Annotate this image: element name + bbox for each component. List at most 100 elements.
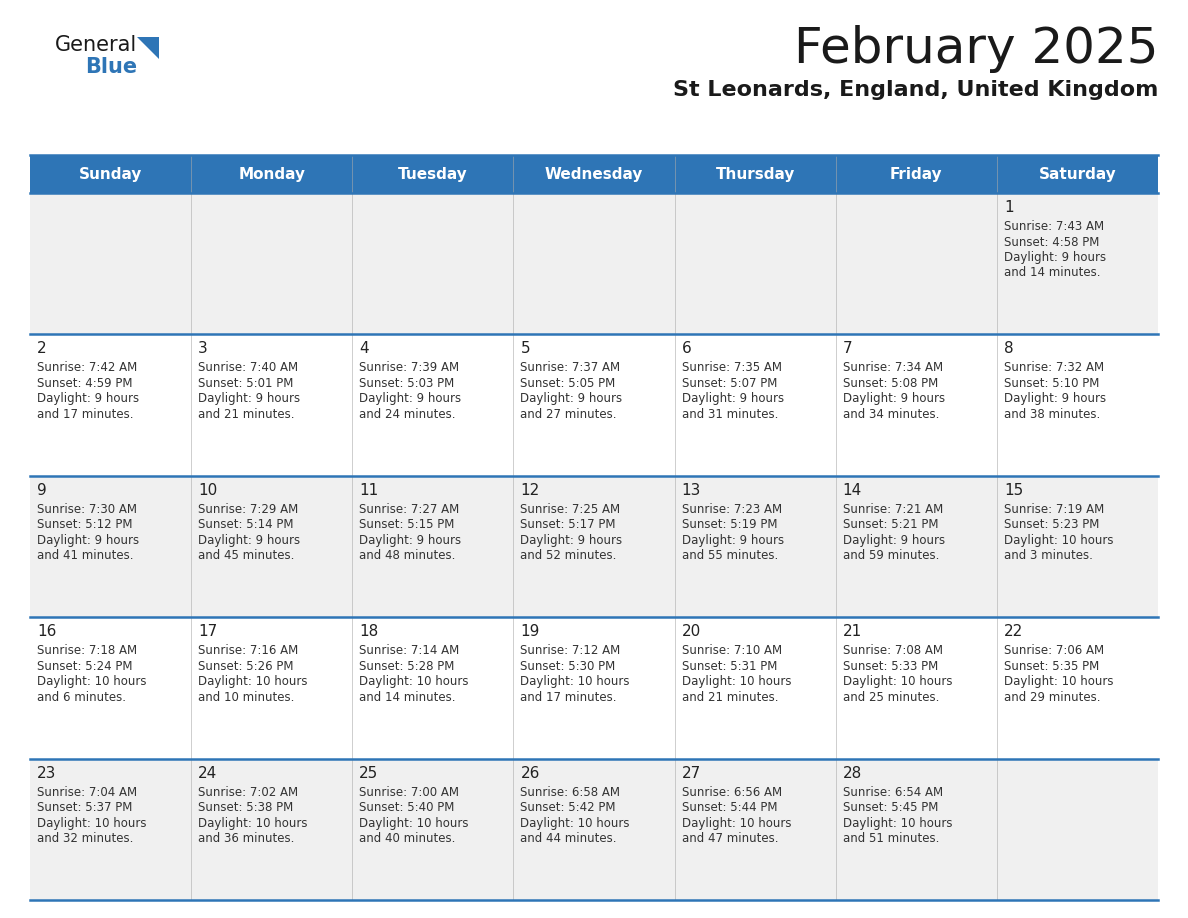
- Text: 12: 12: [520, 483, 539, 498]
- Text: Sunrise: 7:30 AM: Sunrise: 7:30 AM: [37, 503, 137, 516]
- Text: Sunrise: 7:19 AM: Sunrise: 7:19 AM: [1004, 503, 1104, 516]
- Text: Sunset: 5:21 PM: Sunset: 5:21 PM: [842, 519, 939, 532]
- Text: Sunset: 5:14 PM: Sunset: 5:14 PM: [198, 519, 293, 532]
- Text: 20: 20: [682, 624, 701, 639]
- Text: 11: 11: [359, 483, 379, 498]
- Bar: [30, 155, 1158, 193]
- Text: Sunset: 5:07 PM: Sunset: 5:07 PM: [682, 377, 777, 390]
- Text: Daylight: 10 hours: Daylight: 10 hours: [682, 817, 791, 830]
- Text: Sunrise: 7:18 AM: Sunrise: 7:18 AM: [37, 644, 137, 657]
- Text: and 14 minutes.: and 14 minutes.: [1004, 266, 1100, 279]
- Text: Daylight: 9 hours: Daylight: 9 hours: [198, 392, 301, 406]
- Text: Sunrise: 7:04 AM: Sunrise: 7:04 AM: [37, 786, 137, 799]
- Text: Sunrise: 7:00 AM: Sunrise: 7:00 AM: [359, 786, 460, 799]
- Text: Sunset: 5:08 PM: Sunset: 5:08 PM: [842, 377, 939, 390]
- Text: Sunrise: 7:16 AM: Sunrise: 7:16 AM: [198, 644, 298, 657]
- Text: 15: 15: [1004, 483, 1023, 498]
- Text: Daylight: 10 hours: Daylight: 10 hours: [842, 676, 953, 688]
- Text: Sunday: Sunday: [78, 166, 143, 182]
- Text: Sunrise: 7:21 AM: Sunrise: 7:21 AM: [842, 503, 943, 516]
- Text: Sunset: 5:23 PM: Sunset: 5:23 PM: [1004, 519, 1099, 532]
- Text: 24: 24: [198, 766, 217, 780]
- Text: and 45 minutes.: and 45 minutes.: [198, 549, 295, 563]
- Text: and 21 minutes.: and 21 minutes.: [198, 408, 295, 420]
- Text: Sunset: 5:33 PM: Sunset: 5:33 PM: [842, 660, 939, 673]
- Text: Friday: Friday: [890, 166, 942, 182]
- Text: and 29 minutes.: and 29 minutes.: [1004, 690, 1100, 704]
- Text: Sunset: 5:28 PM: Sunset: 5:28 PM: [359, 660, 455, 673]
- Text: and 34 minutes.: and 34 minutes.: [842, 408, 939, 420]
- Text: Daylight: 9 hours: Daylight: 9 hours: [37, 533, 139, 547]
- Text: Sunrise: 7:40 AM: Sunrise: 7:40 AM: [198, 362, 298, 375]
- Text: and 17 minutes.: and 17 minutes.: [520, 690, 617, 704]
- Bar: [30, 476, 1158, 617]
- Text: Sunrise: 6:54 AM: Sunrise: 6:54 AM: [842, 786, 943, 799]
- Text: 28: 28: [842, 766, 862, 780]
- Text: Daylight: 9 hours: Daylight: 9 hours: [520, 392, 623, 406]
- Text: and 31 minutes.: and 31 minutes.: [682, 408, 778, 420]
- Text: 27: 27: [682, 766, 701, 780]
- Text: Daylight: 10 hours: Daylight: 10 hours: [359, 817, 469, 830]
- Text: Thursday: Thursday: [715, 166, 795, 182]
- Text: and 10 minutes.: and 10 minutes.: [198, 690, 295, 704]
- Text: Sunset: 5:31 PM: Sunset: 5:31 PM: [682, 660, 777, 673]
- Text: 4: 4: [359, 341, 369, 356]
- Text: Sunset: 5:38 PM: Sunset: 5:38 PM: [198, 801, 293, 814]
- Text: 10: 10: [198, 483, 217, 498]
- Text: Daylight: 10 hours: Daylight: 10 hours: [520, 676, 630, 688]
- Text: and 59 minutes.: and 59 minutes.: [842, 549, 939, 563]
- Text: and 36 minutes.: and 36 minutes.: [198, 832, 295, 845]
- Text: and 3 minutes.: and 3 minutes.: [1004, 549, 1093, 563]
- Text: 14: 14: [842, 483, 862, 498]
- Text: 22: 22: [1004, 624, 1023, 639]
- Text: Daylight: 10 hours: Daylight: 10 hours: [842, 817, 953, 830]
- Text: and 51 minutes.: and 51 minutes.: [842, 832, 939, 845]
- Text: Daylight: 10 hours: Daylight: 10 hours: [198, 817, 308, 830]
- Text: Sunset: 5:17 PM: Sunset: 5:17 PM: [520, 519, 615, 532]
- Text: and 25 minutes.: and 25 minutes.: [842, 690, 939, 704]
- Text: Sunset: 5:01 PM: Sunset: 5:01 PM: [198, 377, 293, 390]
- Text: Daylight: 9 hours: Daylight: 9 hours: [520, 533, 623, 547]
- Text: Sunrise: 7:43 AM: Sunrise: 7:43 AM: [1004, 220, 1104, 233]
- Text: Sunrise: 7:39 AM: Sunrise: 7:39 AM: [359, 362, 460, 375]
- Text: 9: 9: [37, 483, 46, 498]
- Text: Sunset: 5:24 PM: Sunset: 5:24 PM: [37, 660, 133, 673]
- Text: Blue: Blue: [86, 57, 137, 77]
- Text: and 14 minutes.: and 14 minutes.: [359, 690, 456, 704]
- Text: Daylight: 10 hours: Daylight: 10 hours: [359, 676, 469, 688]
- Text: Wednesday: Wednesday: [545, 166, 643, 182]
- Text: Sunrise: 6:58 AM: Sunrise: 6:58 AM: [520, 786, 620, 799]
- Text: Daylight: 10 hours: Daylight: 10 hours: [1004, 676, 1113, 688]
- Text: Sunrise: 7:35 AM: Sunrise: 7:35 AM: [682, 362, 782, 375]
- Text: February 2025: February 2025: [794, 25, 1158, 73]
- Text: Daylight: 9 hours: Daylight: 9 hours: [1004, 251, 1106, 264]
- Text: and 52 minutes.: and 52 minutes.: [520, 549, 617, 563]
- Text: Sunset: 5:40 PM: Sunset: 5:40 PM: [359, 801, 455, 814]
- Text: Daylight: 10 hours: Daylight: 10 hours: [520, 817, 630, 830]
- Text: 17: 17: [198, 624, 217, 639]
- Text: Daylight: 9 hours: Daylight: 9 hours: [842, 392, 944, 406]
- Text: Sunrise: 7:06 AM: Sunrise: 7:06 AM: [1004, 644, 1104, 657]
- Text: Monday: Monday: [239, 166, 305, 182]
- Text: St Leonards, England, United Kingdom: St Leonards, England, United Kingdom: [672, 80, 1158, 100]
- Text: Sunrise: 7:42 AM: Sunrise: 7:42 AM: [37, 362, 138, 375]
- Text: Daylight: 9 hours: Daylight: 9 hours: [682, 533, 784, 547]
- Text: Sunrise: 7:25 AM: Sunrise: 7:25 AM: [520, 503, 620, 516]
- Text: Sunset: 4:58 PM: Sunset: 4:58 PM: [1004, 236, 1099, 249]
- Text: Sunset: 5:44 PM: Sunset: 5:44 PM: [682, 801, 777, 814]
- Text: 2: 2: [37, 341, 46, 356]
- Text: 19: 19: [520, 624, 539, 639]
- Text: Sunset: 5:42 PM: Sunset: 5:42 PM: [520, 801, 615, 814]
- Text: Sunrise: 6:56 AM: Sunrise: 6:56 AM: [682, 786, 782, 799]
- Text: 21: 21: [842, 624, 862, 639]
- Text: Sunset: 5:26 PM: Sunset: 5:26 PM: [198, 660, 293, 673]
- Text: 6: 6: [682, 341, 691, 356]
- Text: 23: 23: [37, 766, 56, 780]
- Text: 16: 16: [37, 624, 56, 639]
- Text: Sunrise: 7:34 AM: Sunrise: 7:34 AM: [842, 362, 943, 375]
- Text: and 21 minutes.: and 21 minutes.: [682, 690, 778, 704]
- Text: Sunrise: 7:32 AM: Sunrise: 7:32 AM: [1004, 362, 1104, 375]
- Polygon shape: [137, 37, 159, 59]
- Text: Daylight: 9 hours: Daylight: 9 hours: [1004, 392, 1106, 406]
- Text: Sunset: 5:10 PM: Sunset: 5:10 PM: [1004, 377, 1099, 390]
